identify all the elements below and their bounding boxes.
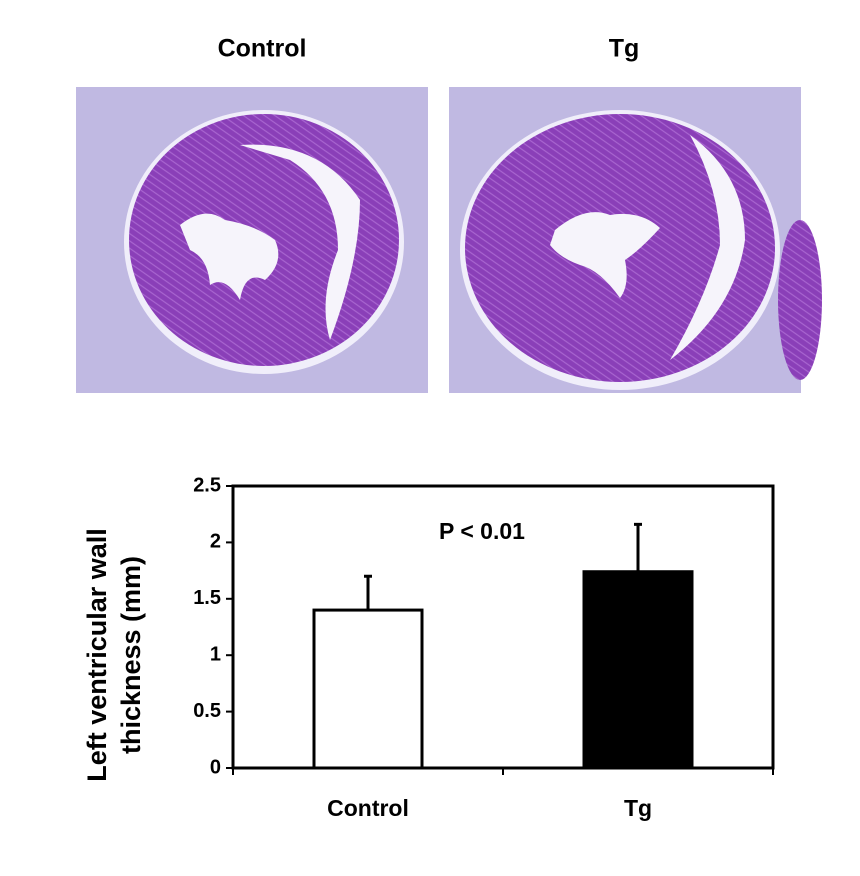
y-axis-label-line: thickness (mm) [116,556,146,754]
y-tick-label: 0 [210,756,221,778]
image-title: Tg [609,35,640,63]
histology-image [449,87,822,393]
y-axis-label: Left ventricular wall thickness (mm) [82,528,146,782]
y-tick-label: 2 [210,531,221,553]
y-tick-label: 1.5 [193,587,221,609]
x-tick-label: Tg [624,795,652,821]
y-tick-label: 2.5 [193,474,221,496]
bar [582,570,694,770]
y-axis-label-line: Left ventricular wall [82,528,112,782]
y-tick-label: 0.5 [193,700,221,722]
bar [312,608,424,770]
image-title: Control [218,35,307,63]
annotation: P < 0.01 [439,518,525,544]
histology-image [76,87,428,393]
y-tick-label: 1 [210,643,221,665]
x-tick-label: Control [327,795,409,821]
